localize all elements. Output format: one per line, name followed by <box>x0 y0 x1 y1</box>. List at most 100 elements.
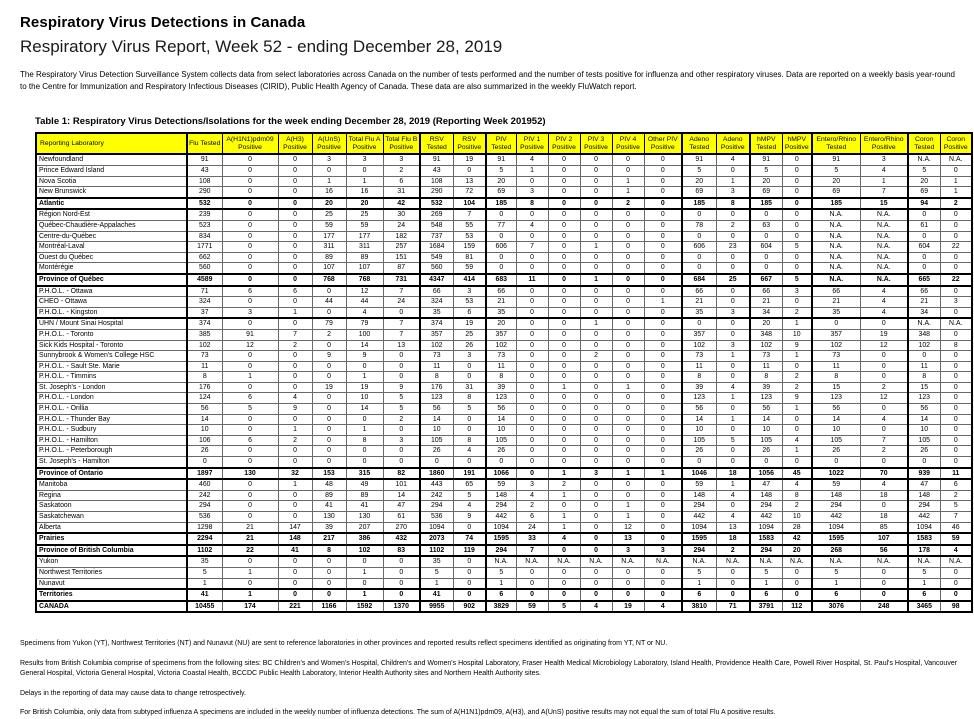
row-label: Prairies <box>35 532 188 546</box>
cell: 1 <box>643 296 683 308</box>
cell: 24 <box>382 296 421 308</box>
cell: 1 <box>419 577 454 590</box>
cell: 0 <box>811 317 861 330</box>
cell: 5 <box>715 434 751 447</box>
cell: 536 <box>419 511 454 523</box>
cell: 20 <box>485 175 517 188</box>
cell: 107 <box>345 262 384 275</box>
cell: 0 <box>452 588 487 602</box>
cell: 0 <box>277 555 313 568</box>
cell: 1 <box>611 466 645 481</box>
cell: 79 <box>311 317 347 330</box>
cell: 1094 <box>681 521 717 534</box>
cell: 0 <box>611 272 645 287</box>
cell: 0 <box>611 241 645 253</box>
cell: 0 <box>547 317 581 330</box>
column-header-coron-tested: Coron Tested <box>907 132 941 156</box>
row-label: Territories <box>35 588 188 602</box>
cell: 3 <box>611 543 645 558</box>
cell: 0 <box>611 566 645 579</box>
cell: 442 <box>681 511 717 523</box>
cell: 1583 <box>749 532 783 546</box>
cell: 59 <box>345 219 384 232</box>
cell: 3 <box>515 186 549 199</box>
cell: 0 <box>611 230 645 243</box>
cell: 8 <box>345 434 384 447</box>
cell: 0 <box>547 165 581 177</box>
cell: 0 <box>939 371 973 383</box>
cell: 0 <box>579 208 613 221</box>
cell: 4589 <box>186 272 223 287</box>
cell: 102 <box>681 339 717 352</box>
cell: 1 <box>715 392 751 405</box>
cell: 26 <box>419 445 454 458</box>
cell: 35 <box>419 555 454 568</box>
row-label: Sick Kids Hospital - Toronto <box>35 339 188 352</box>
cell: 662 <box>186 251 223 264</box>
cell: 0 <box>781 165 813 177</box>
cell: 0 <box>749 456 783 469</box>
column-header-hmpv-tested: hMPV Tested <box>749 132 783 156</box>
cell: 66 <box>485 285 517 298</box>
cell: 0 <box>781 196 813 211</box>
table-row-manitoba: Manitoba 460 0 1 48 49 101 443 65 59 3 2 0 0 0 59 1 47 4 59… <box>35 478 973 491</box>
cell: 123 <box>811 392 861 405</box>
cell: 0 <box>715 371 751 383</box>
cell: 0 <box>859 360 909 373</box>
cell: 242 <box>186 489 223 502</box>
table-row-nunavut: Nunavut 1 0 0 0 0 0 1 0 1 0 0 0 0 0 1 0 1 0 1 0 1 0 <box>35 577 973 590</box>
cell: 153 <box>311 466 347 481</box>
cell: 25 <box>715 272 751 287</box>
cell: 0 <box>681 230 717 243</box>
table-row-p-h-o-l-thunder-bay: P.H.O.L. - Thunder Bay 14 0 0 0 0 2 14 0 14 0 0 0 0 0 1… <box>35 413 973 426</box>
cell: 0 <box>277 241 313 253</box>
cell: 1 <box>859 175 909 188</box>
cell: 47 <box>749 478 783 491</box>
cell: 21 <box>681 296 717 308</box>
cell: 0 <box>547 196 581 211</box>
cell: 89 <box>311 489 347 502</box>
cell: 0 <box>611 478 645 491</box>
cell: 0 <box>311 588 347 602</box>
cell: 12 <box>221 339 279 352</box>
row-label: Regina <box>35 489 188 502</box>
cell: 0 <box>221 153 279 167</box>
cell: 25 <box>345 208 384 221</box>
cell: 3076 <box>811 599 861 614</box>
cell: 9 <box>382 381 421 394</box>
cell: 0 <box>547 153 581 167</box>
cell: 0 <box>221 208 279 221</box>
cell: 66 <box>907 285 941 298</box>
cell: N.A. <box>715 555 751 568</box>
cell: 1094 <box>419 521 454 534</box>
cell: 0 <box>907 251 941 264</box>
row-label: Prince Edward Island <box>35 165 188 177</box>
cell: 0 <box>643 262 683 275</box>
row-label: P.H.O.L. - Thunder Bay <box>35 413 188 426</box>
cell: 2294 <box>186 532 223 546</box>
cell: 0 <box>221 219 279 232</box>
cell: N.A. <box>811 208 861 221</box>
cell: 10 <box>485 424 517 436</box>
cell: 4 <box>547 532 581 546</box>
cell: 5 <box>547 599 581 614</box>
cell: 61 <box>907 219 941 232</box>
cell: 1 <box>345 566 384 579</box>
cell: 0 <box>939 262 973 275</box>
cell: 5 <box>781 272 813 287</box>
cell: 1 <box>611 381 645 394</box>
cell: 0 <box>579 566 613 579</box>
cell: 294 <box>485 543 517 558</box>
cell: 0 <box>579 500 613 512</box>
cell: 148 <box>277 532 313 546</box>
cell: N.A. <box>811 230 861 243</box>
cell: 105 <box>485 434 517 447</box>
cell: 1 <box>579 241 613 253</box>
row-label: New Brunswick <box>35 186 188 199</box>
cell: 6 <box>221 392 279 405</box>
cell: 0 <box>515 371 549 383</box>
cell: N.A. <box>859 230 909 243</box>
cell: 11 <box>681 360 717 373</box>
cell: 560 <box>186 262 223 275</box>
cell: 1166 <box>311 599 347 614</box>
